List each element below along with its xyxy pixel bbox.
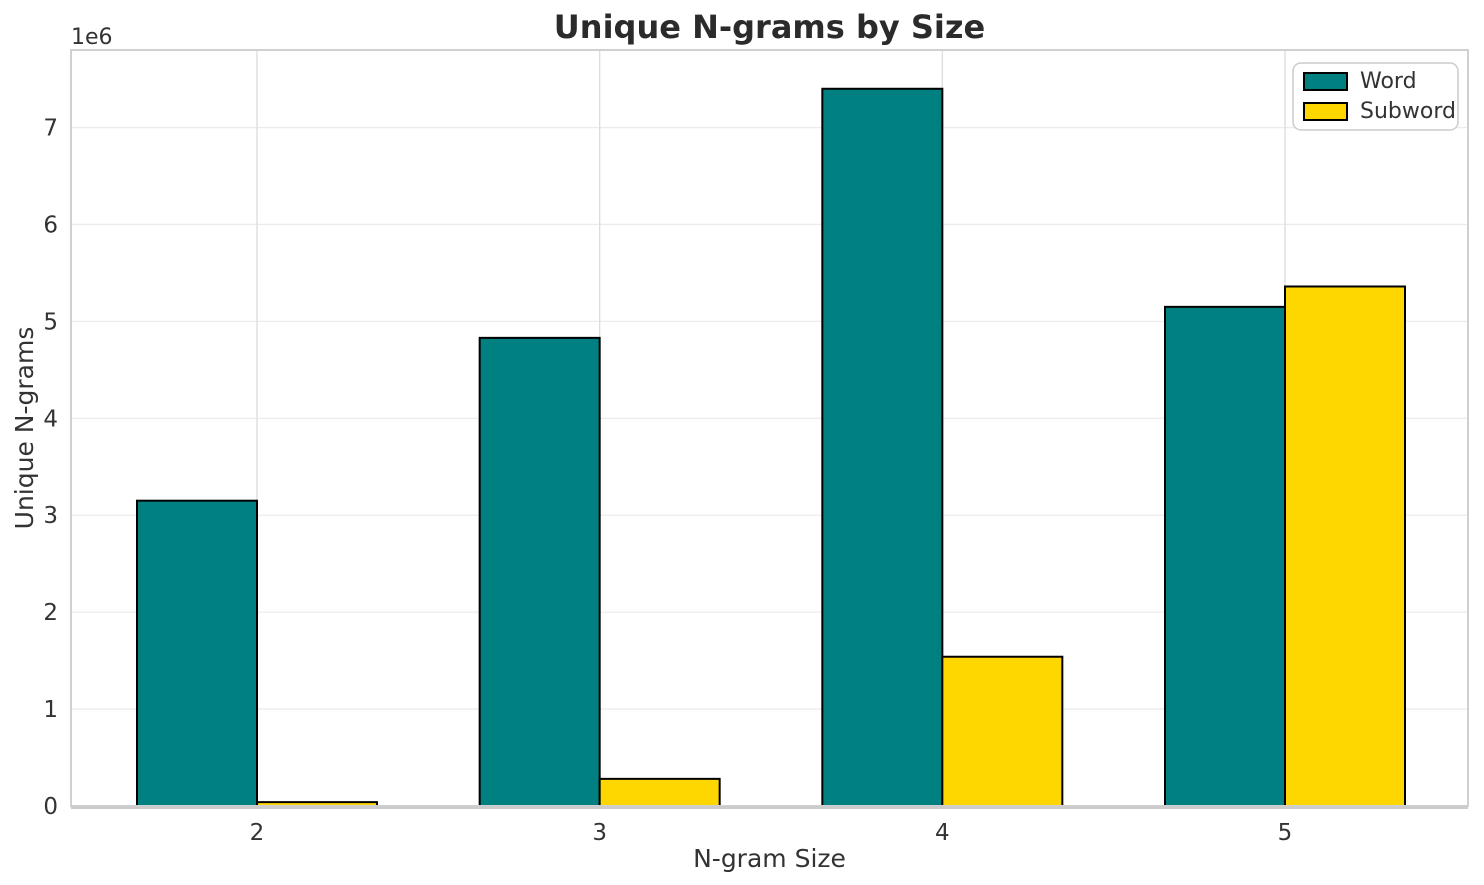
y-axis-offset-text: 1e6 xyxy=(71,25,113,50)
y-tick-label: 0 xyxy=(43,794,58,820)
bar-word-4 xyxy=(821,87,944,808)
x-tick-label: 2 xyxy=(250,820,265,846)
y-tick-label: 5 xyxy=(43,309,58,335)
chart-title: Unique N-grams by Size xyxy=(554,8,985,46)
x-tick-label: 4 xyxy=(935,820,950,846)
y-tick-label: 6 xyxy=(43,212,58,238)
bar-subword-3 xyxy=(598,777,721,807)
legend-swatch-word xyxy=(1303,72,1348,91)
bars xyxy=(136,87,1407,808)
y-tick-label: 7 xyxy=(43,116,58,142)
y-tick-label: 2 xyxy=(43,600,58,626)
y-tick-label: 3 xyxy=(43,503,58,529)
y-tick-label: 4 xyxy=(43,406,58,432)
bar-word-3 xyxy=(478,336,601,807)
x-axis-label: N-gram Size xyxy=(693,844,846,873)
legend-label-subword: Subword xyxy=(1360,99,1456,124)
x-tick-labels: 2 3 4 5 xyxy=(250,820,1293,846)
y-axis-label: Unique N-grams xyxy=(10,327,39,530)
legend-label-word: Word xyxy=(1360,69,1417,94)
gridlines xyxy=(71,50,1468,806)
bar-word-5 xyxy=(1164,305,1287,807)
bar-subword-4 xyxy=(941,655,1064,807)
x-tick-label: 3 xyxy=(592,820,607,846)
bar-word-2 xyxy=(136,499,258,807)
legend: Word Subword xyxy=(1292,62,1459,131)
y-tick-labels: 0 1 2 3 4 5 6 7 xyxy=(43,116,58,820)
bar-subword-5 xyxy=(1284,285,1407,807)
y-tick-label: 1 xyxy=(43,697,58,723)
legend-swatch-subword xyxy=(1303,102,1348,121)
x-tick-label: 5 xyxy=(1278,820,1293,846)
